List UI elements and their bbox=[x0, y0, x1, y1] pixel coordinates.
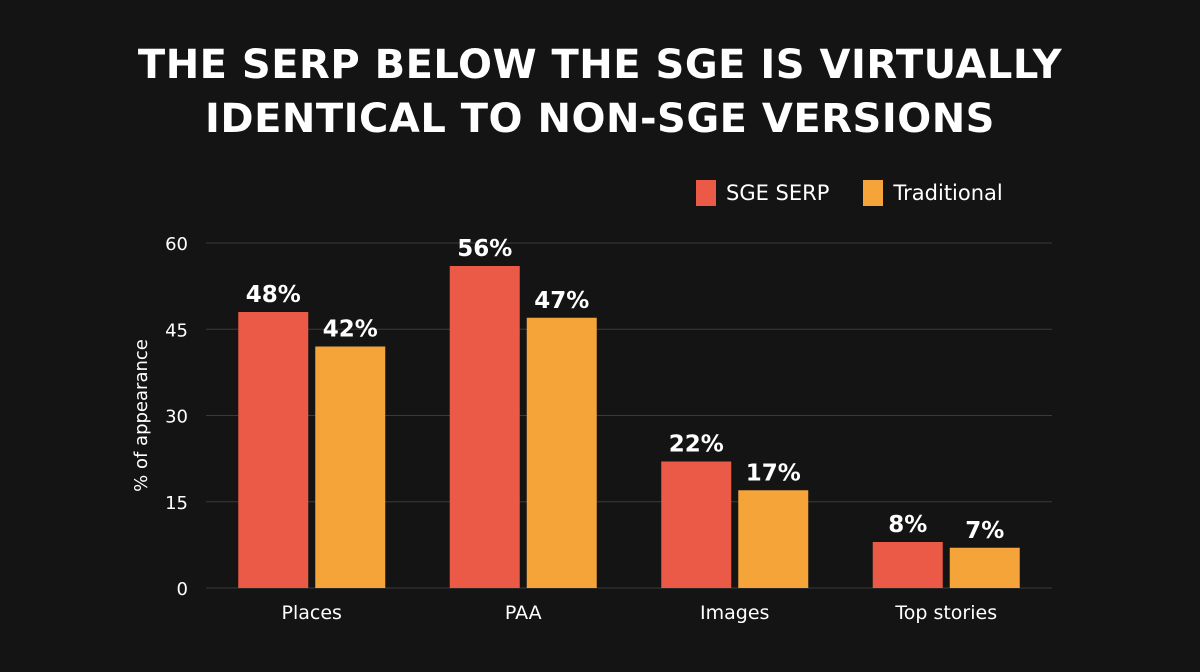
bar-places-traditional bbox=[315, 346, 386, 588]
legend-label-traditional: Traditional bbox=[893, 181, 1003, 205]
bar-images-sge-serp bbox=[661, 461, 732, 588]
y-tick-label-45: 45 bbox=[165, 320, 188, 341]
bar-top-stories-traditional bbox=[949, 547, 1020, 588]
y-tick-label-30: 30 bbox=[165, 407, 188, 428]
legend-swatch-traditional bbox=[863, 180, 884, 206]
legend-item-sge-serp: SGE SERP bbox=[696, 180, 829, 206]
chart-title-line-1: THE SERP BELOW THE SGE IS VIRTUALLY bbox=[137, 42, 1063, 88]
chart-title-line-2: IDENTICAL TO NON-SGE VERSIONS bbox=[204, 96, 995, 142]
bar-images-traditional bbox=[738, 490, 809, 588]
bar-paa-traditional bbox=[526, 317, 597, 588]
data-label-top-stories-traditional: 7% bbox=[965, 518, 1004, 544]
y-tick-label-15: 15 bbox=[165, 493, 188, 514]
data-label-images-traditional: 17% bbox=[746, 460, 801, 486]
x-tick-label-paa: PAA bbox=[505, 602, 542, 624]
bar-places-sge-serp bbox=[238, 312, 309, 588]
data-label-places-sge-serp: 48% bbox=[246, 282, 301, 308]
chart-title: THE SERP BELOW THE SGE IS VIRTUALLY IDEN… bbox=[0, 38, 1200, 146]
y-tick-label-0: 0 bbox=[177, 579, 188, 600]
data-label-images-sge-serp: 22% bbox=[669, 432, 724, 458]
data-label-places-traditional: 42% bbox=[323, 317, 378, 343]
x-tick-label-places: Places bbox=[282, 602, 342, 624]
data-label-paa-sge-serp: 56% bbox=[457, 236, 512, 262]
legend-label-sge-serp: SGE SERP bbox=[726, 181, 830, 205]
x-tick-label-top-stories: Top stories bbox=[894, 602, 997, 624]
data-label-paa-traditional: 47% bbox=[534, 288, 589, 314]
legend: SGE SERP Traditional bbox=[696, 180, 1003, 206]
bar-paa-sge-serp bbox=[449, 266, 520, 588]
y-tick-label-60: 60 bbox=[165, 234, 188, 255]
data-label-top-stories-sge-serp: 8% bbox=[888, 512, 927, 538]
bar-top-stories-sge-serp bbox=[872, 542, 943, 588]
legend-swatch-sge-serp bbox=[696, 180, 716, 206]
y-axis-label: % of appearance bbox=[131, 339, 152, 492]
x-tick-label-images: Images bbox=[700, 602, 769, 624]
legend-item-traditional: Traditional bbox=[863, 180, 1003, 206]
